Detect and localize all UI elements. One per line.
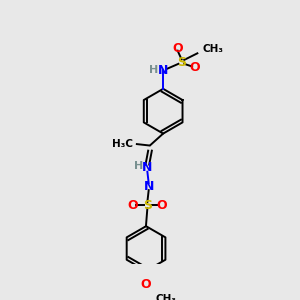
Text: H₃C: H₃C (112, 139, 133, 149)
Text: O: O (172, 42, 183, 55)
Text: S: S (143, 199, 152, 212)
Text: S: S (177, 56, 186, 69)
Text: CH₃: CH₃ (202, 44, 224, 54)
Text: O: O (157, 199, 167, 212)
Text: CH₃: CH₃ (155, 293, 176, 300)
Text: O: O (141, 278, 152, 291)
Text: O: O (128, 199, 138, 212)
Text: O: O (189, 61, 200, 74)
Text: N: N (142, 161, 153, 174)
Text: N: N (158, 64, 168, 77)
Text: H: H (134, 161, 143, 172)
Text: N: N (143, 180, 154, 193)
Text: H: H (149, 65, 159, 75)
